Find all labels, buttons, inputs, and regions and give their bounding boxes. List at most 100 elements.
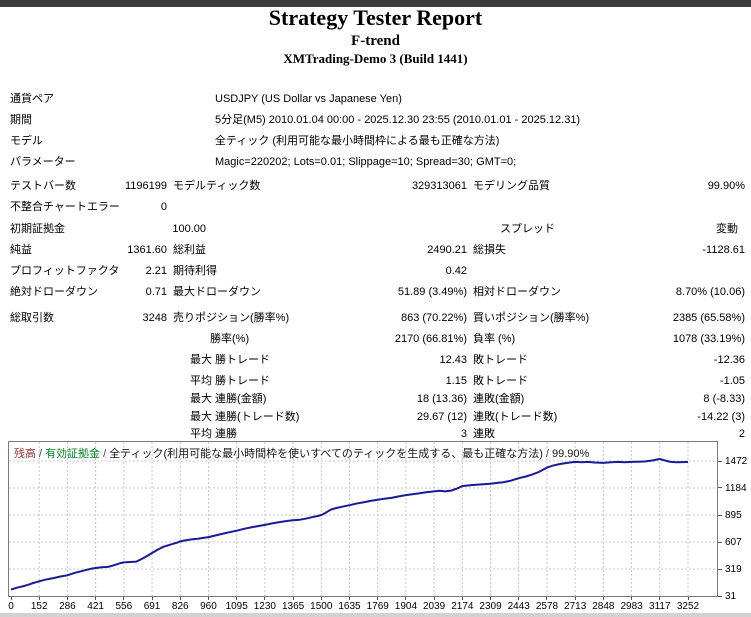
y-axis-tick [718,460,722,462]
balance-legend-label: 残高 [14,448,36,460]
row-value: 51.89 (3.49%) [397,286,467,298]
axis-tick-label: 1904 [394,601,418,612]
axis-tick-label: 2309 [479,601,502,612]
server-build-info: XMTrading-Demo 3 (Build 1441) [283,51,468,66]
chart-canvas [9,442,717,596]
x-axis-tick [292,597,294,600]
row-label: 相対ドローダウン [473,286,561,298]
row-label: 絶対ドローダウン [10,286,98,298]
row-value: 1078 (33.19%) [672,333,745,345]
row-value: 29.67 (12) [416,411,467,423]
row-value: 329313061 [411,180,467,192]
axis-tick-label: 31 [725,591,737,602]
axis-tick-label: 1635 [338,601,361,612]
axis-tick-label: 421 [87,601,104,612]
row-label: スプレッド [500,223,555,235]
axis-tick-label: 1184 [725,482,747,494]
x-axis-tick [659,597,661,600]
row-value: 0 [160,201,167,213]
x-axis-tick [433,597,435,600]
y-axis-tick [718,541,722,543]
x-axis-tick [10,597,12,600]
row-value: 3 [460,428,467,440]
balance-curve [10,457,689,591]
row-label: 連敗 [473,428,495,440]
axis-tick-label: 3117 [649,601,671,612]
row-value: 5分足(M5) 2010.01.04 00:00 - 2025.12.30 23… [215,114,581,126]
model-legend-label: 全ティック(利用可能な最小時間枠を使いすべてのティックを生成する、最も正確な方法… [109,448,543,460]
row-label: 総取引数 [10,312,54,324]
row-value: 3248 [142,312,167,324]
axis-tick-label: 1365 [281,601,305,612]
row-value: 2170 (66.81%) [394,333,467,345]
row-label: モデルティック数 [173,180,261,192]
row-label: 純益 [10,244,32,256]
axis-tick-label: 1500 [310,601,333,612]
row-label: 最大 連勝(トレード数) [190,411,300,423]
axis-tick-label: 3252 [676,601,700,612]
row-value: 1196199 [124,180,167,192]
row-label: 通貨ペア [10,93,54,105]
axis-tick-label: 2713 [564,601,587,612]
window-edge-bar-bottom [0,613,751,617]
row-value: -1.05 [719,375,745,387]
y-axis-tick [718,568,722,570]
row-value: Magic=220202; Lots=0.01; Slippage=10; Sp… [215,156,517,168]
row-label: 連敗(金額) [473,393,525,405]
row-label: 最大 連勝(金額) [190,393,267,405]
report-title: Strategy Tester Report [268,5,483,30]
row-value: 2490.21 [427,244,467,256]
axis-tick-label: 1230 [253,601,276,612]
row-label: 総利益 [173,244,206,256]
x-axis-tick [405,597,407,600]
x-axis-tick [123,597,125,600]
axis-tick-label: 1095 [225,601,248,612]
axis-tick-label: 691 [143,601,161,612]
axis-tick-label: 1472 [725,456,748,467]
row-label: 連敗(トレード数) [473,411,558,423]
row-label: パラメーター [10,156,76,168]
row-value: 18 (13.36) [416,393,467,405]
row-value: 8 (-8.33) [703,393,745,405]
axis-tick-label: 2983 [620,601,643,612]
axis-tick-label: 319 [725,564,742,576]
row-value: 1.15 [445,375,467,387]
axis-tick-label: 826 [171,601,189,612]
quality-legend-label: 99.90% [551,448,590,460]
x-axis-tick [95,597,97,600]
x-axis-tick [602,597,604,600]
axis-tick-label: 895 [725,510,742,522]
y-axis-tick [718,487,722,489]
x-axis-tick [490,597,492,600]
row-value: 0.71 [145,286,167,298]
row-label: 負率 (%) [473,333,516,345]
axis-tick-label: 1769 [366,601,389,612]
row-label: 勝率(%) [210,333,250,345]
row-label: 最大 勝トレード [190,354,271,366]
row-label: 初期証拠金 [10,223,65,235]
row-label: モデリング品質 [473,180,550,192]
row-value: -14.22 (3) [697,411,745,423]
row-value: 12.43 [439,354,467,366]
chart-legend: 残高 / 有効証拠金 / 全ティック(利用可能な最小時間枠を使いすべてのティックを生成す… [14,445,589,461]
row-label: 最大ドローダウン [173,286,261,298]
row-value: -12.36 [713,354,745,366]
row-label: 敗トレード [473,375,528,387]
row-value: 変動 [716,223,738,235]
row-value: 0.42 [445,265,467,277]
expert-advisor-name: F-trend [351,33,400,49]
x-axis-tick [349,597,350,600]
x-axis-tick [264,597,266,600]
axis-tick-label: 556 [115,601,133,612]
axis-tick-label: 2174 [451,601,474,612]
x-axis-tick [687,597,689,600]
equity-legend-label: 有効証拠金 [45,448,101,460]
row-label: 敗トレード [473,354,528,366]
window-edge-bar [0,0,751,7]
axis-tick-label: 2848 [592,601,615,612]
balance-chart: 残高 / 有効証拠金 / 全ティック(利用可能な最小時間枠を使いすべてのティックを生成す… [8,441,718,597]
row-label: 不整合チャートエラー [10,201,120,213]
x-axis-tick [546,597,548,600]
x-axis-tick [151,597,153,600]
